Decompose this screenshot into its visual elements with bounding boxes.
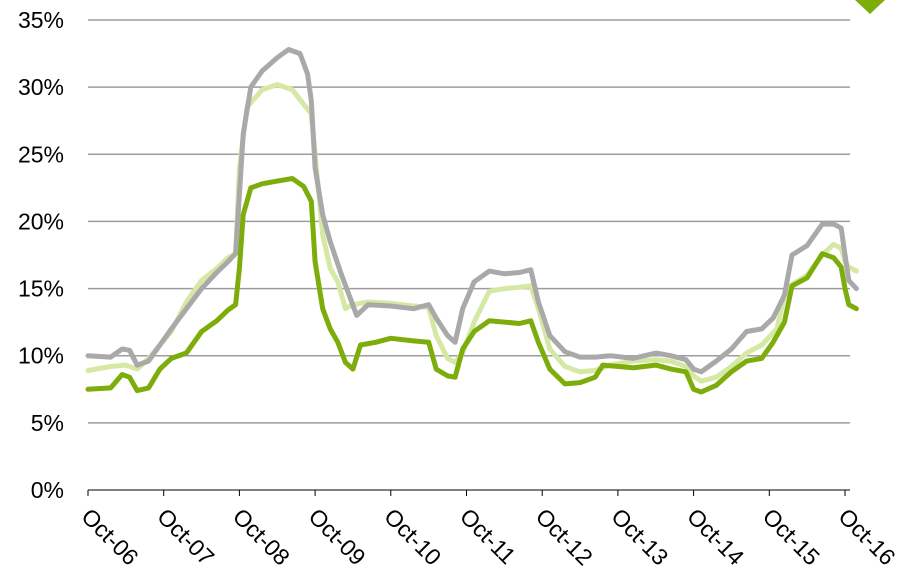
y-tick-label: 15% <box>18 276 64 302</box>
y-tick-label: 0% <box>31 477 64 503</box>
y-tick-30: 30% <box>18 74 64 100</box>
series-line-2 <box>85 47 859 375</box>
y-tick-label: 30% <box>18 74 64 100</box>
x-tick-Oct-09: Oct-09 <box>304 503 371 570</box>
y-tick-25: 25% <box>18 141 64 167</box>
x-tick-Oct-12: Oct-12 <box>531 503 598 570</box>
y-tick-label: 35% <box>18 7 64 33</box>
x-tick-label: Oct-12 <box>531 503 598 570</box>
corner-diamond-marker <box>855 0 885 14</box>
y-tick-label: 25% <box>18 141 64 167</box>
x-tick-Oct-10: Oct-10 <box>379 503 446 570</box>
x-tick-Oct-13: Oct-13 <box>606 503 673 570</box>
x-tick-label: Oct-11 <box>455 503 521 569</box>
y-axis: 0% 5% 10% 15% 20% 25% 30% 35% <box>18 7 64 503</box>
x-tick-label: Oct-16 <box>833 503 900 570</box>
x-tick-Oct-15: Oct-15 <box>758 503 825 570</box>
y-tick-15: 15% <box>18 276 64 302</box>
x-tick-label: Oct-07 <box>152 503 219 570</box>
series-group <box>85 47 859 395</box>
x-tick-Oct-07: Oct-07 <box>152 503 219 570</box>
x-tick-label: Oct-10 <box>379 503 446 570</box>
y-tick-label: 20% <box>18 208 64 234</box>
y-tick-5: 5% <box>31 410 64 436</box>
x-tick-label: Oct-06 <box>76 503 143 570</box>
x-tick-label: Oct-08 <box>228 503 295 570</box>
y-tick-label: 10% <box>18 343 64 369</box>
y-tick-35: 35% <box>18 7 64 33</box>
x-tick-Oct-16: Oct-16 <box>833 503 900 570</box>
x-tick-label: Oct-15 <box>758 503 825 570</box>
x-tick-label: Oct-13 <box>606 503 673 570</box>
y-tick-label: 5% <box>31 410 64 436</box>
x-tick-Oct-14: Oct-14 <box>682 503 749 570</box>
y-tick-20: 20% <box>18 208 64 234</box>
x-tick-Oct-08: Oct-08 <box>228 503 295 570</box>
x-tick-label: Oct-14 <box>682 503 749 570</box>
x-tick-label: Oct-09 <box>304 503 371 570</box>
y-tick-0: 0% <box>31 477 64 503</box>
x-tick-Oct-06: Oct-06 <box>76 503 143 570</box>
x-tick-Oct-11: Oct-11 <box>455 503 521 569</box>
y-tick-10: 10% <box>18 343 64 369</box>
x-axis: Oct-06 Oct-07 Oct-08 Oct-09 Oct-10 Oct-11 Oct-… <box>76 489 901 570</box>
series-line-3 <box>85 176 859 395</box>
